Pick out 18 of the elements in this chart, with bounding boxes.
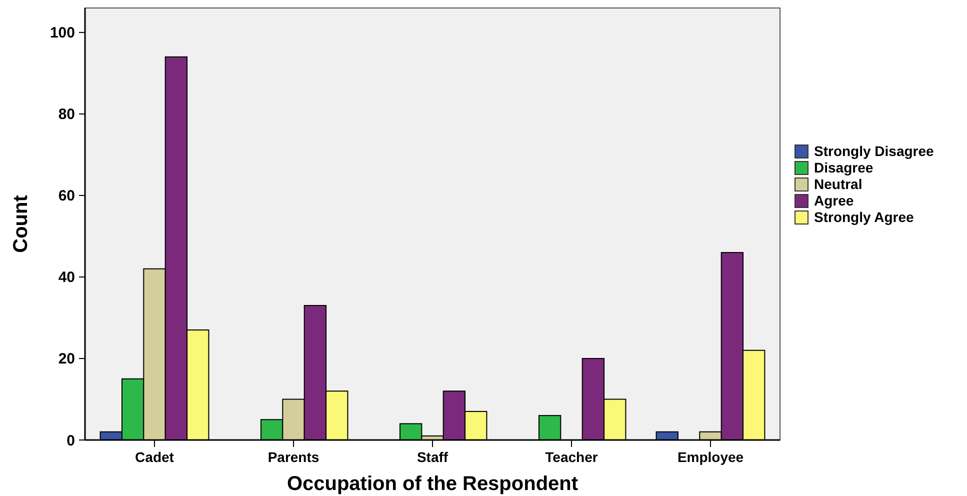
y-tick-label: 80	[58, 106, 75, 124]
legend-label: Agree	[814, 192, 854, 208]
legend-label: Strongly Agree	[814, 209, 914, 225]
legend-label: Disagree	[814, 160, 874, 176]
y-tick-label: 40	[58, 269, 75, 286]
x-axis-title: Occupation of the Respondent	[286, 473, 578, 495]
y-tick-label: 20	[58, 350, 75, 368]
legend-label: Strongly Disagree	[814, 143, 934, 159]
y-axis-title: Count	[10, 194, 32, 253]
x-tick-label: Employee	[677, 449, 744, 465]
y-tick-label: 100	[50, 24, 75, 42]
legend-label: Neutral	[814, 176, 862, 192]
x-tick-label: Staff	[416, 449, 448, 465]
x-tick-label: Teacher	[545, 449, 598, 465]
x-tick-label: Cadet	[135, 449, 174, 465]
y-tick-label: 0	[66, 432, 75, 450]
y-tick-label: 60	[58, 188, 75, 205]
x-tick-label: Parents	[268, 449, 320, 465]
